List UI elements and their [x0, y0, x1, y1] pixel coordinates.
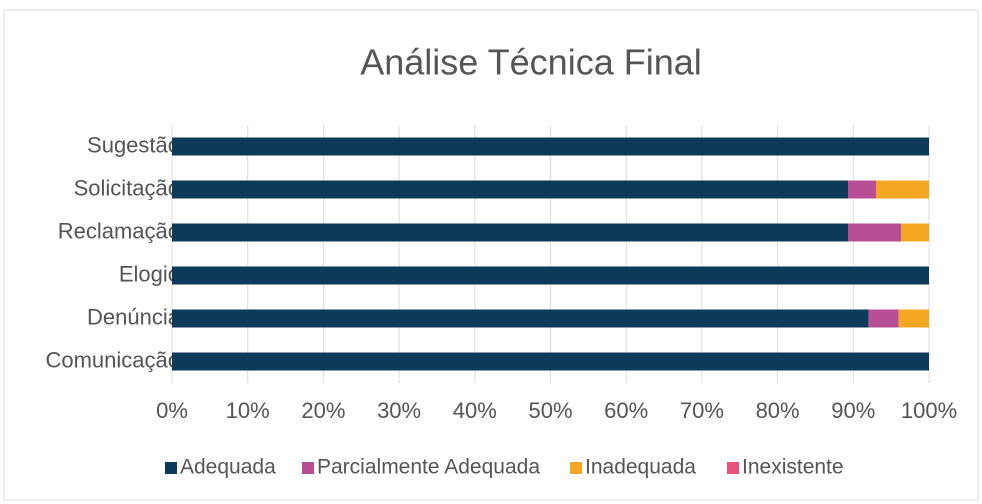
- x-tick-label: 60%: [604, 398, 648, 423]
- y-tick-label: Sugestão: [87, 132, 180, 157]
- x-tick-label: 80%: [756, 398, 800, 423]
- x-tick-label: 0%: [156, 398, 188, 423]
- y-tick-label: Reclamação: [58, 218, 180, 243]
- bar-segment: [898, 309, 929, 328]
- x-tick-label: 10%: [226, 398, 270, 423]
- bar-segment: [172, 223, 849, 242]
- x-tick-label: 20%: [301, 398, 345, 423]
- bar-segment: [172, 352, 929, 371]
- y-tick-label: Solicitação: [74, 175, 180, 200]
- y-tick-label: Denúncia: [87, 304, 181, 329]
- legend-swatch: [727, 462, 739, 474]
- y-tick-label: Elogio: [119, 261, 180, 286]
- bar-segment: [172, 266, 929, 285]
- chart-frame: [3, 9, 979, 501]
- legend-swatch: [165, 462, 177, 474]
- x-tick-label: 30%: [377, 398, 421, 423]
- x-tick-label: 90%: [831, 398, 875, 423]
- legend-label: Inadequada: [585, 456, 696, 479]
- x-tick-label: 40%: [453, 398, 497, 423]
- x-tick-label: 50%: [528, 398, 572, 423]
- bar-segment: [868, 309, 899, 328]
- y-tick-label: Comunicação: [45, 347, 180, 372]
- legend-label: Parcialmente Adequada: [317, 456, 540, 479]
- legend-label: Adequada: [180, 456, 276, 479]
- legend-label: Inexistente: [742, 456, 844, 479]
- chart-title: Análise Técnica Final: [360, 42, 702, 83]
- legend-swatch: [570, 462, 582, 474]
- bar-segment: [900, 223, 929, 242]
- x-tick-label: 100%: [901, 398, 957, 423]
- bar-segment: [848, 180, 877, 199]
- bar-segment: [848, 223, 901, 242]
- bar-segment: [876, 180, 929, 199]
- bar-segment: [172, 180, 849, 199]
- legend-swatch: [302, 462, 314, 474]
- bar-segment: [172, 309, 869, 328]
- x-tick-label: 70%: [680, 398, 724, 423]
- bar-segment: [172, 137, 929, 156]
